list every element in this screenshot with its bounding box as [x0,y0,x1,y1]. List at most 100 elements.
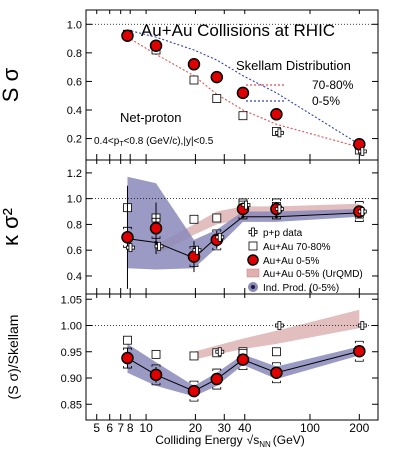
middle-cross-point [215,232,225,242]
top-ytick-label: 0.4 [67,105,82,117]
kinematic-cut-sub: T [119,141,124,148]
top-cross-point [275,128,284,138]
bottom-red-point [149,368,163,382]
middle-cross-point-v [277,204,282,214]
bottom-syst-bracket [354,340,364,362]
middle-cross-point-v [195,245,199,255]
bottom-ytick-label: 0.85 [61,399,82,411]
middle-syst-bracket [151,217,161,239]
middle-syst-bracket [272,198,281,220]
top-ytick-label: 1.0 [67,19,82,31]
middle-cross-point-v [157,241,161,251]
top-red-point [210,70,224,84]
legend-urqmd-label: Au+Au 0-5% (UrQMD) [263,269,363,280]
bottom-ytick-label: 0.90 [61,373,82,385]
middle-syst-bracket [238,198,248,220]
bottom-ytick-label: 1.05 [61,294,82,306]
bottom-indprod-band [127,343,360,397]
middle-cross-point [357,207,367,216]
legend-circle-marker [247,254,259,266]
kinematic-cut-label: 0.4<pT<0.8 (GeV/c),|y|<0.5 [94,136,214,148]
middle-cross-point-v [360,207,365,216]
top-cross-point-v [360,147,365,156]
bottom-syst-bracket [123,347,132,369]
chart-title: Au+Au Collisions at RHIC [141,21,335,40]
top-cross-point [357,147,367,156]
xtick-label: 7 [117,421,124,435]
axes-layer: 0.2 0.4 0.6 0.8 1.0 0.4 0.6 0.8 1.0 1.2 0.85 0.90 0.… [61,10,378,435]
bottom-syst-bracket [238,349,248,371]
middle-cross-point [241,200,251,210]
bottom-ytick-label: 0.95 [61,347,82,359]
legend-urqmd-marker [246,268,260,278]
xlabel-unit: (GeV) [273,433,305,447]
legend-label-70-80: 70-80% [312,78,354,92]
xlabel-nn: NN [259,440,271,449]
middle-indprod-point [274,215,278,219]
bottom-syst-bracket [212,368,222,390]
bottom-cross-point-v [217,347,222,357]
middle-cross-point-v [128,243,133,253]
bottom-red-point [121,351,134,365]
legend-7080-label: Au+Au 70-80% [263,242,331,253]
top-ylabel: S σ [0,67,23,102]
middle-cross-point [192,245,202,255]
bands-layer [127,176,360,397]
bottom-red-point [187,384,201,398]
xtick-label: 40 [238,421,252,435]
skellam-legend-title: Skellam Distribution [236,58,351,73]
middle-cross-point [154,241,164,251]
xtick-label: 8 [127,421,134,435]
bottom-panel-frame [85,293,379,421]
bottom-syst-bracket [272,362,281,384]
middle-syst-bracket [212,229,222,251]
xlabel-sqrt: √ [247,433,254,447]
bottom-ytick-label: 1.00 [61,321,82,333]
middle-red-point [149,222,163,235]
xtick-label: 30 [218,421,232,435]
legend-indprod-marker [248,282,258,292]
xtick-label: 100 [300,421,320,435]
legend-label-0-5: 0-5% [312,94,340,108]
middle-ytick-label: 0.8 [67,219,82,231]
bottom-cross-point-v [277,321,282,330]
bottom-square-point [272,347,281,357]
legend-pp-label: p+p data [263,228,303,239]
middle-legend: p+p data Au+Au 70-80% Au+Au 0-5% Au+Au 0… [246,227,363,294]
top-square-point [238,111,248,121]
bottom-red-point [236,353,250,366]
bottom-red-point [210,372,224,386]
bottom-cross-point [275,321,284,330]
net-proton-label: Net-proton [120,110,181,125]
bottom-cross-point [215,347,225,357]
middle-indprod-point [241,215,245,219]
legend-indprod-label: Ind. Prod. (0-5%) [263,283,339,294]
xtick-label: 6 [106,421,113,435]
middle-ytick-label: 1.2 [67,168,82,180]
marks-layer [121,29,367,402]
top-red-point [236,86,250,100]
legend-pp-marker [248,227,258,237]
middle-syst-bracket [354,201,364,222]
legend-square-marker [248,241,258,251]
top-red-point [121,29,134,42]
bottom-red-point [353,344,366,358]
bottom-ylabel: (S σ)/Skellam [5,315,21,400]
bottom-square-point [151,349,161,359]
top-ytick-label: 0.6 [67,76,82,88]
top-skellam-line-1 [127,29,360,145]
kinematic-cut-part2: <0.8 (GeV/c),|y|<0.5 [124,136,214,147]
middle-square-point [189,214,199,224]
middle-red-point [121,231,134,244]
legend-05-label: Au+Au 0-5% [263,256,320,267]
xtick-label: 20 [189,421,203,435]
xtick-label: 5 [93,421,100,435]
middle-indprod-band [127,176,360,270]
top-ytick-label: 0.8 [67,48,82,60]
middle-cross-point [126,243,135,253]
middle-cross-point [275,204,284,214]
middle-cross-point-v [244,200,248,210]
x-axis-label: Colliding Energy √sNN (GeV) [155,433,305,449]
middle-square-point [212,213,222,223]
